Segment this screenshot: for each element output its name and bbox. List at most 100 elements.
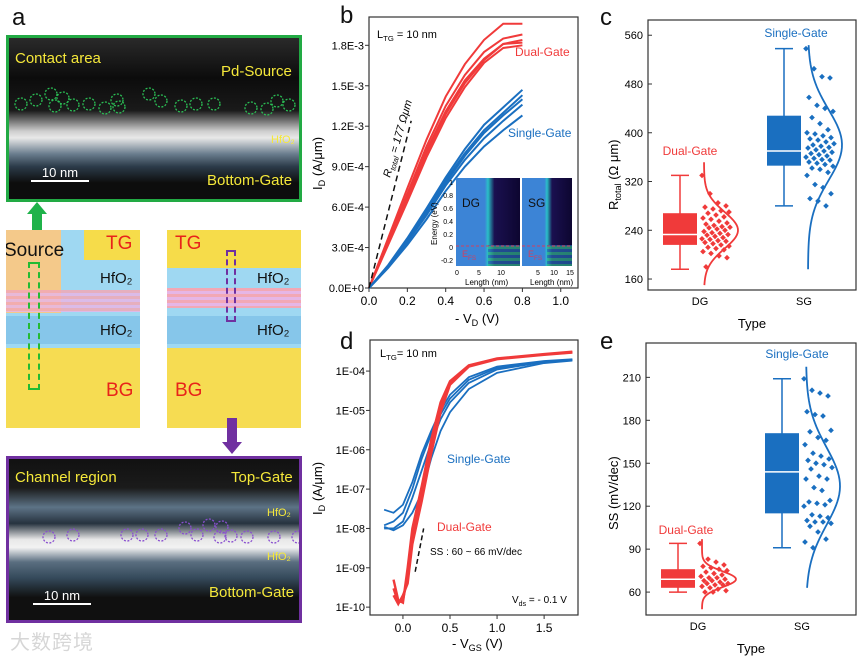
data-point [719,572,725,578]
ltg-annotation: LTG= 10 nm [380,348,437,362]
data-point [821,461,827,468]
down-arrow-icon [222,442,242,454]
data-point [721,214,727,220]
data-point [827,497,833,504]
y-tick-label: 1E-09 [336,563,365,575]
data-point [801,375,807,382]
data-point [704,232,710,238]
data-point [806,159,812,165]
data-point [807,195,813,202]
bg-label: BG [175,380,203,401]
single-gate-label: Single-Gate [508,126,572,140]
atom-circle [224,529,238,543]
panel-label-e: e [600,328,614,355]
data-point [818,453,824,459]
y-axis-label: Rtotal (Ω μm) [606,139,623,210]
y-tick-label: 160 [625,274,643,286]
inset-panel-label: SG [528,196,545,210]
y-tick-label: 1E-08 [336,523,365,535]
data-point [719,223,725,230]
data-point [721,562,727,568]
data-point [801,503,807,510]
y-tick-label: 9.0E-4 [332,162,364,174]
y-tick-label: 1.2E-3 [332,121,364,133]
data-point [812,411,818,418]
data-point [804,129,810,136]
atom-circle [240,530,254,544]
y-axis-label: SS (mV/dec) [606,456,621,530]
inset-y-tick-label: 0.4 [443,219,453,226]
atom-circle [14,97,28,111]
distribution-curve [807,45,843,270]
data-point [808,466,814,472]
data-point [711,570,717,577]
data-point [829,149,835,156]
data-point [823,139,829,145]
data-point [705,210,711,217]
data-point [713,245,719,252]
schematic-contact: Source TG HfO₂ HfO₂ BG [6,230,140,428]
data-point [813,460,819,467]
chart-d: 0.0 0.5 1.0 1.5 1E-10 1E-09 1E-08 1E-07 1E-06 1E-… [310,339,579,653]
atom-circle [282,98,296,112]
data-point [723,238,729,245]
watermark: 大数跨境 [10,632,94,654]
data-point [803,476,809,482]
atom-circle [202,518,216,532]
hfo2-top-label: HfO₂ [100,270,133,287]
schematic-channel: TG HfO₂ HfO₂ BG [167,230,301,428]
panel-label-b: b [340,2,354,29]
inset-y-axis-label: Energy (eV) [430,202,439,245]
data-point [826,144,832,151]
y-axis-label: ID (A/μm) [310,137,327,190]
data-point [831,140,837,147]
data-point [713,559,719,565]
dual-gate-curve [368,44,523,289]
ss-fit-line [414,528,425,572]
single-gate-label: Single-Gate [765,347,829,361]
atom-circle [215,520,229,534]
data-point [830,163,836,170]
inset-x-tick-label: 0 [455,270,459,277]
data-point [818,143,824,149]
plot-frame [645,342,857,616]
atom-circle [42,530,56,544]
atom-circle [142,87,156,101]
vds-annotation: Vds = - 0.1 V [512,595,567,608]
inset-y-tick-label: 0 [449,245,453,252]
atom-circle [66,528,80,542]
pd-source-label: Pd-Source [221,63,292,80]
data-point [715,237,721,244]
atom-circle [66,98,80,112]
atom-circle [267,530,281,544]
atom-circle [112,100,126,114]
data-point [823,203,829,209]
data-point [805,457,811,464]
panel-label-c: c [600,4,612,31]
inset-y-tick-label: 0.2 [443,232,453,239]
data-point [810,142,816,148]
data-point [717,579,723,585]
atom-circle [44,87,58,101]
inset-x-tick-label: 10 [550,270,558,277]
data-point [804,172,810,179]
y-tick-label: 1E-05 [336,405,365,417]
y-tick-label: 3.0E-4 [332,243,364,255]
data-point [809,114,815,121]
bg-label: BG [106,380,134,401]
atom-circle [270,94,284,108]
data-point [710,206,716,212]
data-point [708,216,714,223]
single-gate-group: SG [765,366,841,633]
fermi-label: EFS [528,249,542,262]
top-gate-label: Top-Gate [231,469,293,486]
data-point [817,166,823,173]
data-point [828,190,834,197]
tg-label: TG [106,233,133,254]
atom-circle [244,101,258,115]
y-tick-label: 120 [623,501,641,513]
x-axis-label: Type [737,641,765,656]
atom-circle [260,102,274,116]
y-tick-label: 320 [625,177,643,189]
